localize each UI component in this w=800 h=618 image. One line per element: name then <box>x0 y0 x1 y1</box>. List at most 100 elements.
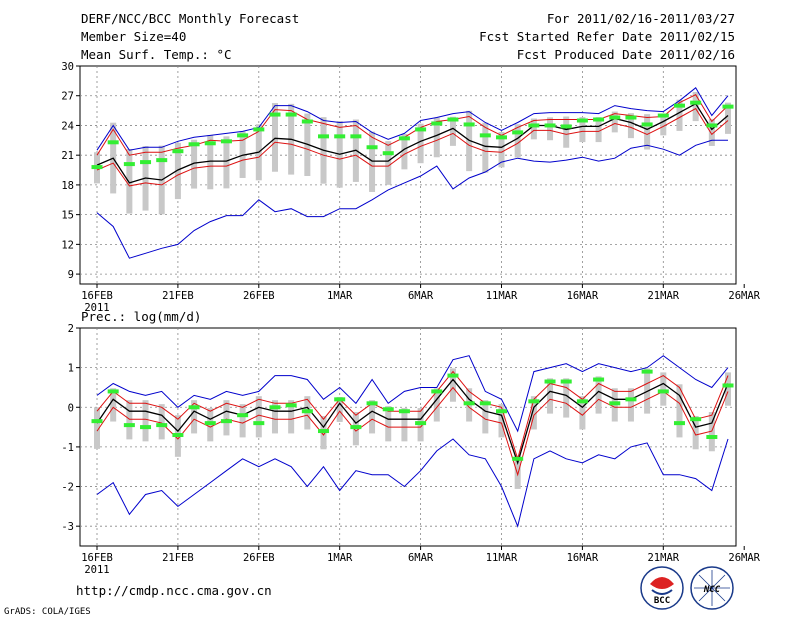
precip-spread-box <box>579 396 586 430</box>
temp-median-marker <box>496 135 507 140</box>
precip-plot-frame <box>79 327 737 547</box>
temp-spread-box <box>401 133 408 170</box>
precip-panel-title: Prec.: log(mm/d) <box>81 309 201 324</box>
precip-median-marker <box>350 425 362 430</box>
precip-median-marker <box>318 429 330 434</box>
temp-median-marker <box>431 121 443 126</box>
precip-min-line <box>96 438 729 528</box>
temp-spread-box <box>530 118 537 140</box>
precip-x-tick-label: 6MAR <box>408 552 434 564</box>
precip-median-marker <box>690 417 702 422</box>
temp-upper-line <box>96 94 729 156</box>
temp-spread-box <box>271 103 278 172</box>
precip-median-marker <box>398 409 410 414</box>
temp-y-tick-label: 24 <box>61 120 74 132</box>
precip-median-marker <box>657 389 669 394</box>
precip-median-marker <box>285 403 297 408</box>
temperature-plot-frame <box>79 65 737 285</box>
temp-spread-box <box>579 117 586 143</box>
temp-median-marker <box>706 123 718 128</box>
source-url[interactable]: http://cmdp.ncc.cma.gov.cn <box>76 583 272 598</box>
temp-x-tick-label: 16FEB <box>81 290 113 302</box>
precip-spread-box <box>385 406 392 442</box>
temp-spread-box <box>174 142 181 200</box>
precip-spread-box <box>449 368 456 402</box>
grads-credit: GrADS: COLA/IGES <box>4 607 91 617</box>
precip-median-marker <box>301 409 313 414</box>
precip-median-marker <box>156 423 168 428</box>
temp-x-tick-label: 21FEB <box>162 290 194 302</box>
precip-y-tick-label: 2 <box>68 323 74 335</box>
temp-spread-box <box>385 141 392 185</box>
precip-spread-box <box>158 404 165 440</box>
temp-spread-box <box>563 116 570 148</box>
temp-spread-box <box>498 131 505 168</box>
precip-y-tick-label: -1 <box>61 442 74 454</box>
produced-date-label: Fcst Produced Date 2011/02/16 <box>517 47 735 62</box>
precip-median-marker <box>706 435 718 439</box>
temp-y-tick-label: 30 <box>61 61 74 73</box>
precip-median-marker <box>463 401 475 406</box>
precip-median-marker <box>576 399 588 404</box>
precip-median-marker <box>528 399 540 404</box>
precip-median-marker <box>447 373 459 378</box>
member-size-label: Member Size=40 <box>81 29 186 44</box>
precip-x-tick-label: 21FEB <box>162 552 194 564</box>
precip-spread-box <box>336 396 343 422</box>
ncc-logo: NCC <box>690 566 734 610</box>
temp-x-tick-label: 1MAR <box>327 290 353 302</box>
temp-spread-box <box>627 113 634 139</box>
precip-x-tick-label: 16MAR <box>567 552 599 564</box>
variable-label: Mean Surf. Temp.: °C <box>81 47 232 62</box>
precip-median-marker <box>334 397 346 402</box>
temp-median-marker <box>593 117 605 122</box>
temp-mean-line <box>96 102 729 184</box>
precip-median-marker <box>625 397 637 402</box>
precip-median-marker <box>722 383 734 388</box>
precip-spread-box <box>288 400 295 434</box>
temp-y-tick-label: 9 <box>68 269 74 281</box>
temp-median-marker <box>673 103 685 108</box>
precip-mean-line <box>96 378 729 465</box>
temp-spread-box <box>692 91 699 122</box>
temp-median-marker <box>512 130 524 135</box>
precip-x-tick-label: 21MAR <box>647 552 679 564</box>
temp-x-tick-label: 26MAR <box>728 290 760 302</box>
precip-x-tick-label: 16FEB <box>81 552 113 564</box>
temp-y-tick-label: 15 <box>61 210 74 222</box>
precip-median-marker <box>593 377 605 382</box>
temp-median-marker <box>544 123 556 128</box>
ncc-logo-globe-icon <box>694 570 730 606</box>
precip-x-tick-label: 1MAR <box>327 552 353 564</box>
precip-median-marker <box>415 421 427 426</box>
temp-median-marker <box>172 149 184 154</box>
precip-x-tick-label: 26MAR <box>728 552 760 564</box>
precip-median-marker <box>204 421 216 426</box>
temp-median-marker <box>301 119 313 124</box>
temp-spread-box <box>207 135 214 190</box>
precip-spread-box <box>110 388 117 422</box>
temp-median-marker <box>560 124 572 129</box>
temp-x-tick-label: 6MAR <box>408 290 434 302</box>
precip-y-tick-label: 1 <box>68 363 74 375</box>
precip-median-marker <box>172 433 184 438</box>
precip-spread-box <box>627 388 634 422</box>
temp-median-marker <box>463 122 475 127</box>
temp-spread-box <box>660 113 667 136</box>
precip-spread-box <box>595 376 602 414</box>
precip-spread-box <box>482 400 489 434</box>
precip-spread-box <box>401 408 408 442</box>
precip-median-marker <box>641 369 653 374</box>
temp-median-marker <box>690 100 702 105</box>
temperature-panel: 9 12 15 18 21 24 27 30 16FEB 21FEB 26FEB 1MAR 6MAR 11… <box>61 61 760 314</box>
precip-spread-box <box>239 404 246 438</box>
temp-median-marker <box>350 134 362 139</box>
precip-x-tick-label: 11MAR <box>486 552 518 564</box>
temp-spread-box <box>191 139 198 189</box>
precip-spread-box <box>271 400 278 434</box>
precip-spread-box <box>142 400 149 442</box>
temp-min-line <box>96 139 728 259</box>
temp-median-marker <box>285 112 297 117</box>
temp-median-marker <box>366 145 378 150</box>
temp-lower-line <box>96 107 729 187</box>
